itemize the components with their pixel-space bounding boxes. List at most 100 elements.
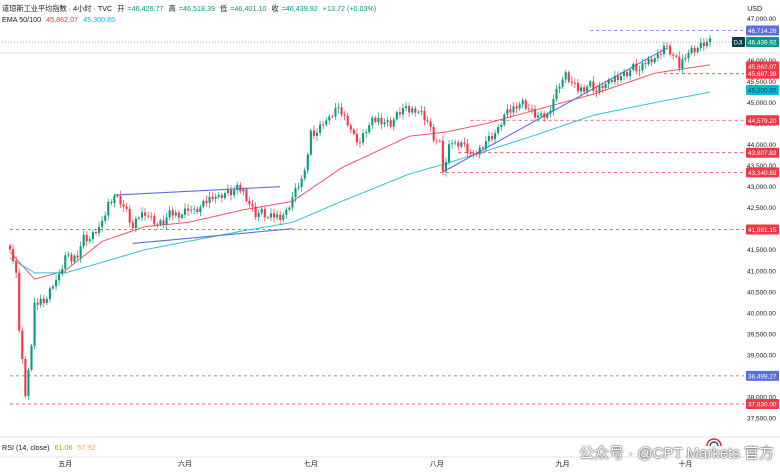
candle-body: [497, 126, 500, 134]
candle-body: [362, 133, 365, 143]
candle-body: [119, 195, 122, 205]
candle-body: [73, 255, 76, 262]
candle-body: [503, 114, 506, 125]
candle-body: [303, 170, 306, 179]
candle-body: [45, 298, 48, 303]
candle-body: [346, 115, 349, 126]
low-value: =46,401.10: [230, 4, 267, 13]
candle-body: [573, 82, 576, 84]
candle-body: [604, 83, 607, 89]
candle-body: [481, 147, 484, 149]
candle-body: [263, 208, 266, 218]
candle-body: [88, 239, 91, 242]
candle-body: [217, 194, 220, 197]
candle-body: [705, 42, 708, 47]
candle-body: [125, 206, 128, 209]
candle-body: [42, 298, 45, 303]
candle-body: [282, 214, 285, 220]
candle-body: [285, 209, 288, 215]
candle-body: [417, 111, 420, 113]
symbol-tag-label: DJI: [734, 41, 743, 47]
candle-body: [309, 130, 312, 155]
candle-body: [644, 63, 647, 65]
candle-body: [699, 42, 702, 48]
candle-body: [460, 142, 463, 147]
candle-body: [76, 255, 79, 258]
candle-body: [79, 246, 82, 258]
ema50-value: 45,862.07: [46, 15, 79, 24]
candle-body: [438, 140, 441, 142]
candle-body: [622, 71, 626, 77]
candle-body: [365, 132, 368, 134]
candle-body: [331, 116, 334, 118]
candle-body: [429, 121, 432, 127]
rsi-legend[interactable]: RSI (14, close) 61.06 57.92: [2, 443, 99, 452]
price-tag-label: 45,300.85: [748, 87, 777, 94]
candle-body: [374, 117, 377, 122]
candle-body: [389, 120, 392, 127]
price-tag-label: 38,499.27: [748, 373, 777, 380]
y-tick-label: 37,500.00: [747, 415, 776, 422]
candle-body: [260, 208, 263, 213]
candle-body: [466, 143, 469, 154]
price-tag-label: 43,807.83: [748, 150, 777, 157]
candle-body: [475, 153, 478, 155]
candle-body: [472, 153, 475, 155]
candle-body: [549, 110, 552, 114]
candle-body: [315, 132, 319, 136]
candle-body: [199, 206, 202, 213]
x-tick-label: 八月: [430, 460, 444, 468]
candle-body: [447, 144, 451, 163]
candle-body: [435, 140, 438, 142]
candle-body: [159, 220, 162, 225]
candle-body: [51, 286, 55, 289]
candle-body: [36, 302, 39, 305]
candle-body: [322, 124, 325, 126]
candle-body: [137, 217, 140, 219]
candle-body: [355, 133, 358, 143]
candle-body: [537, 115, 540, 118]
candle-body: [180, 214, 183, 218]
candle-body: [629, 70, 632, 77]
chart-title[interactable]: 道琼斯工业平均指数 · 4小时 · TVC: [2, 4, 113, 13]
candle-body: [104, 215, 107, 221]
candle-body: [248, 200, 251, 205]
candle-body: [116, 195, 119, 197]
candle-body: [337, 107, 340, 109]
y-tick-label: 43,000.00: [747, 184, 776, 191]
candle-body: [662, 45, 665, 55]
candle-body: [131, 222, 134, 228]
ema-legend[interactable]: EMA 50/100 45,862.07 45,300.85: [2, 15, 118, 24]
y-tick-label: 41,000.00: [747, 268, 776, 275]
candle-body: [97, 226, 101, 234]
currency-label: USD: [747, 6, 762, 13]
candle-body: [607, 79, 610, 84]
price-tag-bg: [746, 399, 779, 410]
candle-body: [245, 189, 248, 201]
candle-body: [601, 85, 604, 89]
candle-body: [681, 59, 684, 69]
candle-body: [500, 124, 503, 127]
candle-body: [297, 186, 300, 188]
candle-body: [696, 47, 699, 53]
y-tick-label: 40,000.00: [747, 310, 776, 317]
candle-body: [226, 189, 230, 193]
candle-body: [552, 99, 555, 111]
candle-body: [656, 54, 659, 59]
candle-body: [8, 245, 12, 250]
candle-body: [570, 81, 573, 83]
candle-body: [61, 268, 64, 275]
candle-body: [487, 136, 490, 142]
candle-body: [174, 212, 177, 216]
candle-body: [558, 86, 561, 89]
candle-body: [276, 214, 279, 218]
y-tick-label: 45,000.00: [747, 100, 776, 107]
candle-body: [441, 140, 444, 172]
candle-body: [540, 113, 543, 116]
candle-body: [294, 187, 297, 198]
candle-body: [156, 224, 159, 226]
candle-body: [82, 234, 85, 247]
price-tag-bg: [746, 115, 779, 126]
candle-body: [669, 45, 672, 55]
